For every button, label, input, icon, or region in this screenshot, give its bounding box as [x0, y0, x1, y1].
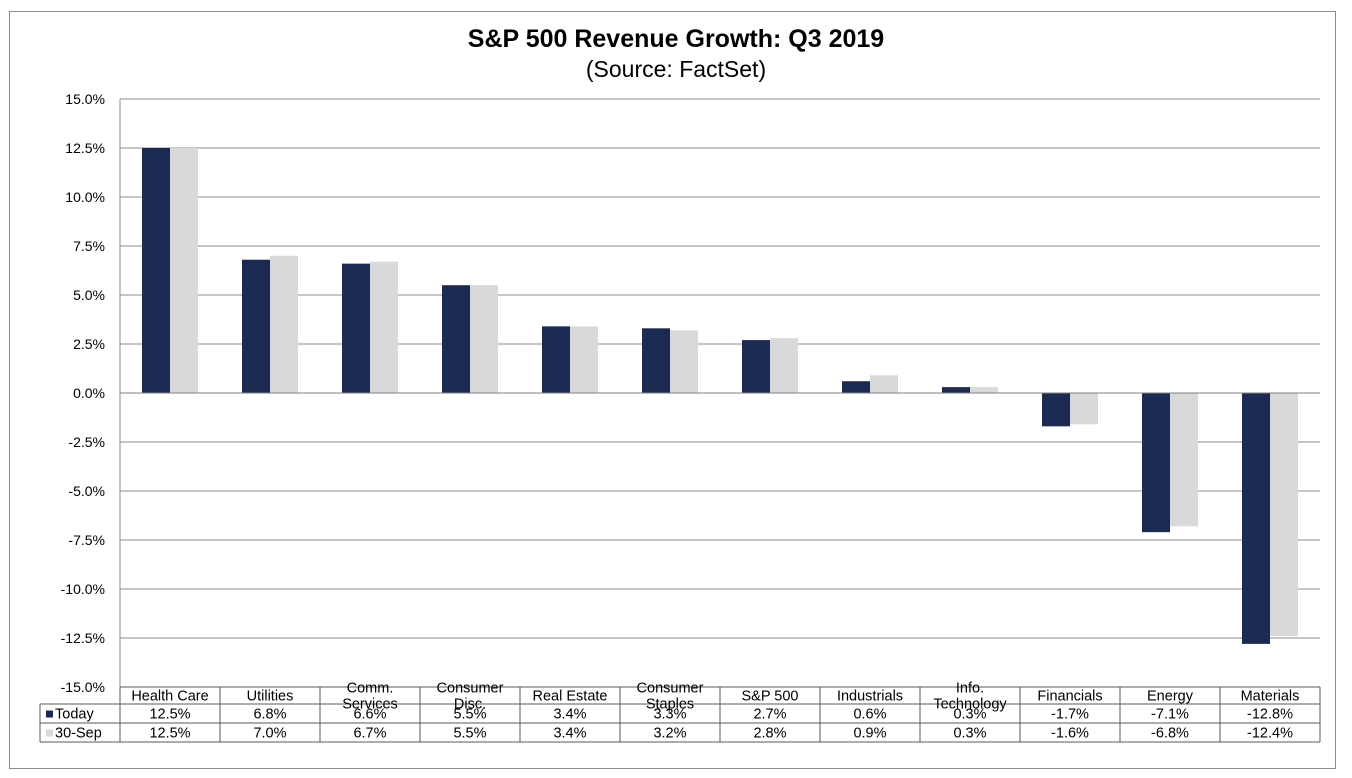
chart-subtitle: (Source: FactSet)	[585, 56, 767, 82]
category-label: Consumer Staples	[637, 681, 704, 713]
bar-today	[242, 259, 270, 393]
category-label-line: S&P 500	[742, 689, 799, 705]
category-label-line: Technology	[933, 697, 1007, 713]
category-label: Utilities	[247, 689, 294, 705]
y-tick-label: 7.5%	[73, 238, 105, 254]
bar-30-sep	[270, 255, 298, 393]
data-label: -7.1%	[1151, 707, 1189, 723]
legend-label: Today	[55, 707, 94, 723]
data-label: -12.4%	[1247, 726, 1293, 742]
legend-swatch-today	[46, 710, 53, 718]
category-label: S&P 500	[742, 689, 799, 705]
data-label: 6.7%	[353, 726, 386, 742]
bar-today	[342, 263, 370, 393]
category-label: Real Estate	[533, 689, 608, 705]
chart-title: S&P 500 Revenue Growth: Q3 2019	[467, 25, 885, 53]
bar-30-sep	[1170, 393, 1198, 527]
bar-today	[1142, 393, 1170, 533]
y-tick-label: -10.0%	[61, 581, 105, 597]
data-label: 3.4%	[553, 726, 586, 742]
data-label: 2.8%	[753, 726, 786, 742]
data-label: 5.5%	[453, 726, 486, 742]
category-label-line: Industrials	[837, 689, 903, 705]
data-label: 6.8%	[253, 707, 286, 723]
y-tick-label: -15.0%	[61, 679, 105, 695]
data-label: -1.6%	[1051, 726, 1089, 742]
data-label: 5.5%	[453, 707, 486, 723]
legend-swatch-30-sep	[46, 729, 53, 737]
category-label-line: Energy	[1147, 689, 1194, 705]
y-tick-label: 15.0%	[65, 91, 105, 107]
category-label-line: Real Estate	[533, 689, 608, 705]
data-label: 0.6%	[853, 707, 886, 723]
legend-label: 30-Sep	[55, 726, 102, 742]
y-tick-label: -7.5%	[68, 532, 105, 548]
data-label: 12.5%	[149, 707, 190, 723]
data-label: -1.7%	[1051, 707, 1089, 723]
category-label-line: Services	[342, 697, 398, 713]
category-label-line: Utilities	[247, 689, 294, 705]
data-label: 3.4%	[553, 707, 586, 723]
category-label: Financials	[1037, 689, 1102, 705]
category-label-line: Disc.	[454, 697, 486, 713]
data-label: 3.3%	[653, 707, 686, 723]
bar-today	[1042, 393, 1070, 427]
bar-today	[542, 326, 570, 393]
bar-30-sep	[370, 261, 398, 393]
y-tick-label: 12.5%	[65, 140, 105, 156]
bar-30-sep	[470, 285, 498, 393]
category-label-line: Consumer	[437, 681, 504, 697]
y-tick-label: -12.5%	[61, 630, 105, 646]
data-label: -6.8%	[1151, 726, 1189, 742]
y-tick-label: 5.0%	[73, 287, 105, 303]
y-tick-label: 2.5%	[73, 336, 105, 352]
bar-today	[942, 387, 970, 393]
bar-today	[642, 328, 670, 393]
data-label: 0.3%	[953, 726, 986, 742]
bar-today	[742, 340, 770, 393]
data-label: 3.2%	[653, 726, 686, 742]
y-tick-label: 0.0%	[73, 385, 105, 401]
bar-today	[1242, 393, 1270, 644]
bar-30-sep	[1070, 393, 1098, 425]
category-label: Materials	[1241, 689, 1300, 705]
category-label-line: Comm.	[347, 681, 394, 697]
category-label: Energy	[1147, 689, 1194, 705]
category-label: Comm. Services	[342, 681, 398, 713]
data-label: 2.7%	[753, 707, 786, 723]
bar-30-sep	[170, 148, 198, 393]
y-tick-label: -2.5%	[68, 434, 105, 450]
category-label-line: Financials	[1037, 689, 1102, 705]
data-label: -12.8%	[1247, 707, 1293, 723]
y-tick-label: 10.0%	[65, 189, 105, 205]
bar-30-sep	[1270, 393, 1298, 637]
chart-frame	[9, 11, 1336, 769]
bar-30-sep	[870, 375, 898, 393]
category-label: Info. Technology	[933, 681, 1007, 713]
data-label: 0.9%	[853, 726, 886, 742]
category-label: Industrials	[837, 689, 903, 705]
bar-today	[442, 285, 470, 393]
data-label: 6.6%	[353, 707, 386, 723]
bar-today	[142, 148, 170, 393]
y-tick-label: -5.0%	[68, 483, 105, 499]
bar-30-sep	[670, 330, 698, 393]
category-label-line: Materials	[1241, 689, 1300, 705]
category-label-line: Info.	[956, 681, 984, 697]
bar-today	[842, 381, 870, 393]
bar-30-sep	[770, 338, 798, 393]
data-label: 7.0%	[253, 726, 286, 742]
category-label-line: Consumer	[637, 681, 704, 697]
data-label: 0.3%	[953, 707, 986, 723]
category-label: Health Care	[131, 689, 208, 705]
category-label: Consumer Disc.	[437, 681, 504, 713]
bar-30-sep	[970, 387, 998, 393]
data-label: 12.5%	[149, 726, 190, 742]
category-label-line: Health Care	[131, 689, 208, 705]
category-label-line: Staples	[646, 697, 694, 713]
bar-30-sep	[570, 326, 598, 393]
